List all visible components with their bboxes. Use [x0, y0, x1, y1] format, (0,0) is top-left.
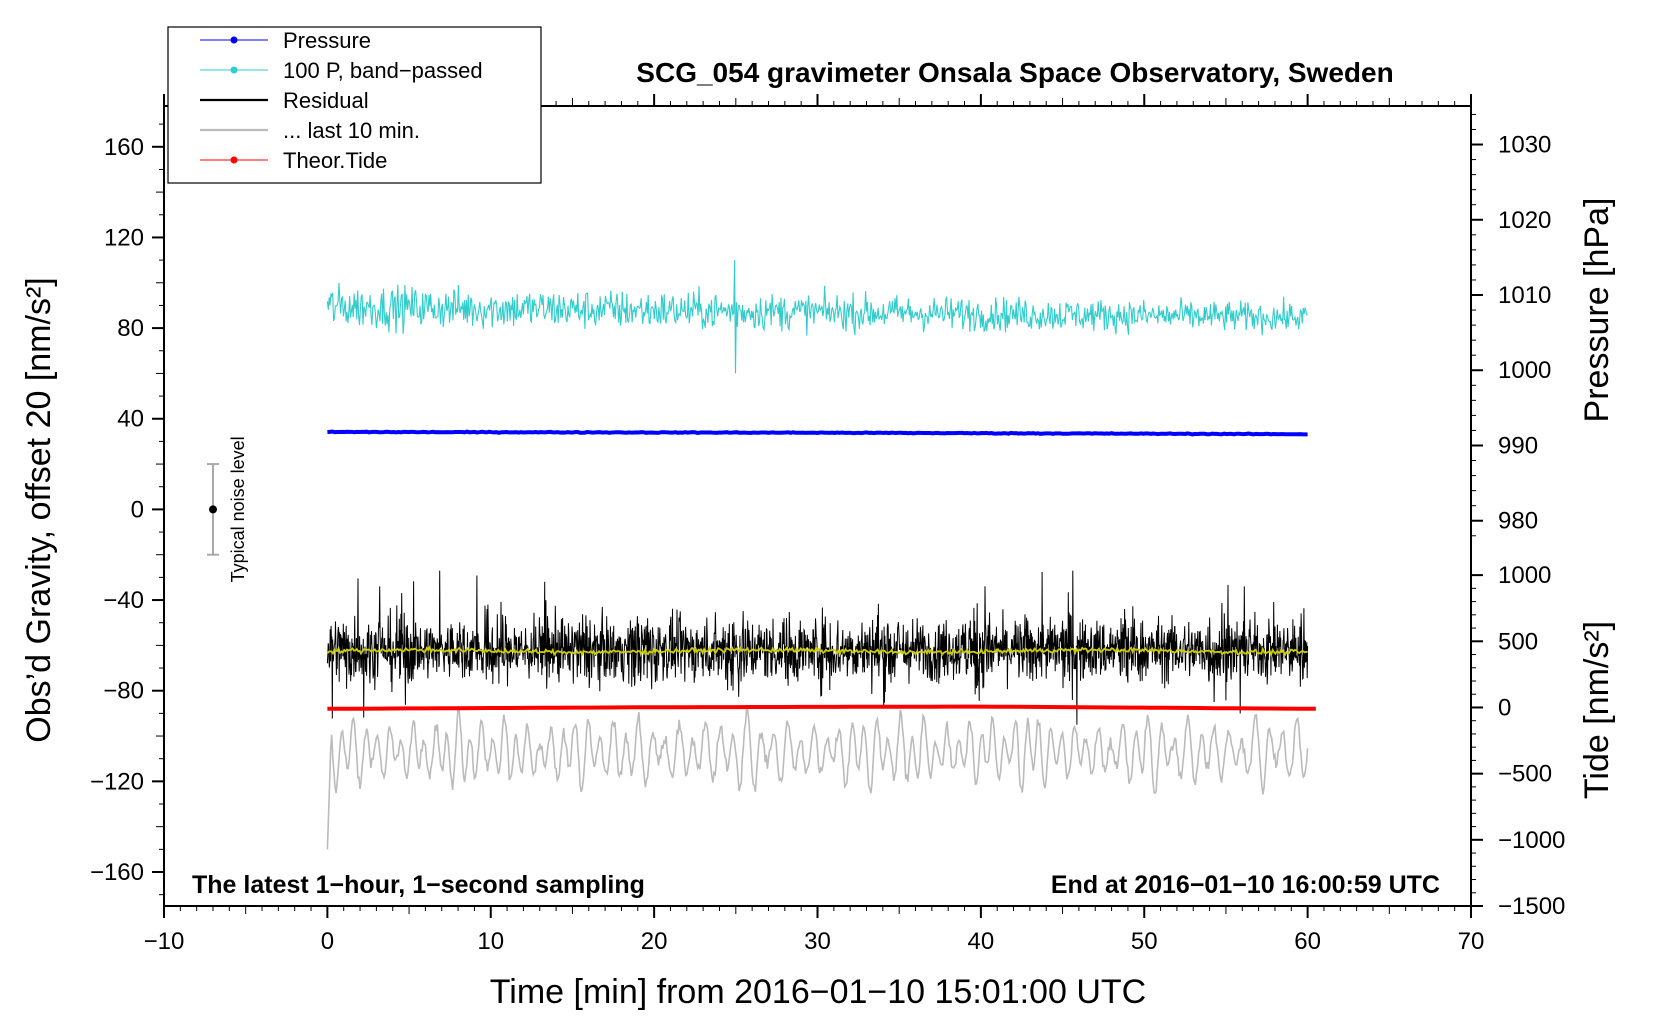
- series-theoretical-tide: [327, 704, 1316, 711]
- series-last-10-min: [326, 705, 1309, 850]
- legend-marker: [230, 156, 238, 164]
- x-tick-label: 40: [968, 928, 995, 955]
- legend-label: Residual: [283, 88, 369, 113]
- x-tick-label: 0: [321, 928, 334, 955]
- y-left-tick-label: −120: [90, 768, 144, 795]
- series-pressure: [327, 429, 1308, 437]
- y-left-tick-label: 80: [117, 315, 144, 342]
- tide-tick-label: −500: [1498, 761, 1552, 788]
- legend: Pressure 100 P, band−passed Residual ... la…: [167, 26, 542, 184]
- x-tick-label: 30: [804, 928, 831, 955]
- legend-label: Theor.Tide: [283, 148, 387, 173]
- noise-bar-dot: [209, 505, 218, 514]
- pressure-tick-label: 990: [1498, 432, 1538, 459]
- ticks-layer: −10 0 10 20 30 40 50 60 7016012080400−40−80−120−…: [90, 94, 1565, 955]
- pressure-tick-label: 1020: [1498, 207, 1551, 234]
- y-left-tick-label: −80: [103, 678, 144, 705]
- annotation-left: The latest 1−hour, 1−second sampling: [192, 871, 645, 899]
- tide-tick-label: −1000: [1498, 827, 1565, 854]
- pressure-axis-label: Pressure [hPa]: [1578, 198, 1616, 423]
- y-left-tick-label: −40: [103, 587, 144, 614]
- legend-label: 100 P, band−passed: [283, 58, 483, 83]
- x-tick-label: 20: [641, 928, 668, 955]
- x-tick-label: 60: [1294, 928, 1321, 955]
- tide-tick-label: 1000: [1498, 562, 1551, 589]
- tide-tick-label: 500: [1498, 628, 1538, 655]
- x-axis-label: Time [min] from 2016−01−10 15:01:00 UTC: [490, 973, 1146, 1011]
- pressure-tick-label: 1030: [1498, 132, 1551, 159]
- legend-label: Pressure: [283, 28, 371, 53]
- y-left-tick-label: 0: [131, 496, 144, 523]
- pressure-tick-label: 1010: [1498, 282, 1551, 309]
- legend-marker: [230, 66, 238, 74]
- series-residual: [326, 570, 1309, 725]
- noise-level-bar: Typical noise level: [207, 436, 248, 582]
- legend-box: [167, 26, 542, 184]
- tide-axis-label: Tide [nm/s²]: [1578, 621, 1616, 799]
- x-tick-label: −10: [144, 928, 185, 955]
- legend-label: ... last 10 min.: [283, 118, 420, 143]
- x-tick-label: 50: [1131, 928, 1158, 955]
- legend-marker: [230, 36, 238, 44]
- series-pressure-bandpassed: [326, 260, 1308, 374]
- x-tick-label: 10: [477, 928, 504, 955]
- y-left-tick-label: 120: [104, 224, 144, 251]
- chart-title: SCG_054 gravimeter Onsala Space Observat…: [636, 57, 1393, 88]
- noise-bar-label: Typical noise level: [228, 436, 248, 582]
- pressure-tick-label: 1000: [1498, 357, 1551, 384]
- y-left-tick-label: 40: [117, 406, 144, 433]
- pressure-tick-label: 980: [1498, 508, 1538, 535]
- legend-items: Pressure 100 P, band−passed Residual ... la…: [200, 28, 483, 173]
- series-layer: [326, 260, 1316, 850]
- annotation-right: End at 2016−01−10 16:00:59 UTC: [1051, 871, 1440, 899]
- y-axis-left-label: Obs’d Gravity, offset 20 [nm/s²]: [20, 277, 58, 742]
- x-tick-label: 70: [1458, 928, 1485, 955]
- tide-tick-label: −1500: [1498, 893, 1565, 920]
- tide-tick-label: 0: [1498, 694, 1511, 721]
- y-left-tick-label: 160: [104, 134, 144, 161]
- series-residual-smoothed: [326, 645, 1308, 658]
- y-left-tick-label: −160: [90, 859, 144, 886]
